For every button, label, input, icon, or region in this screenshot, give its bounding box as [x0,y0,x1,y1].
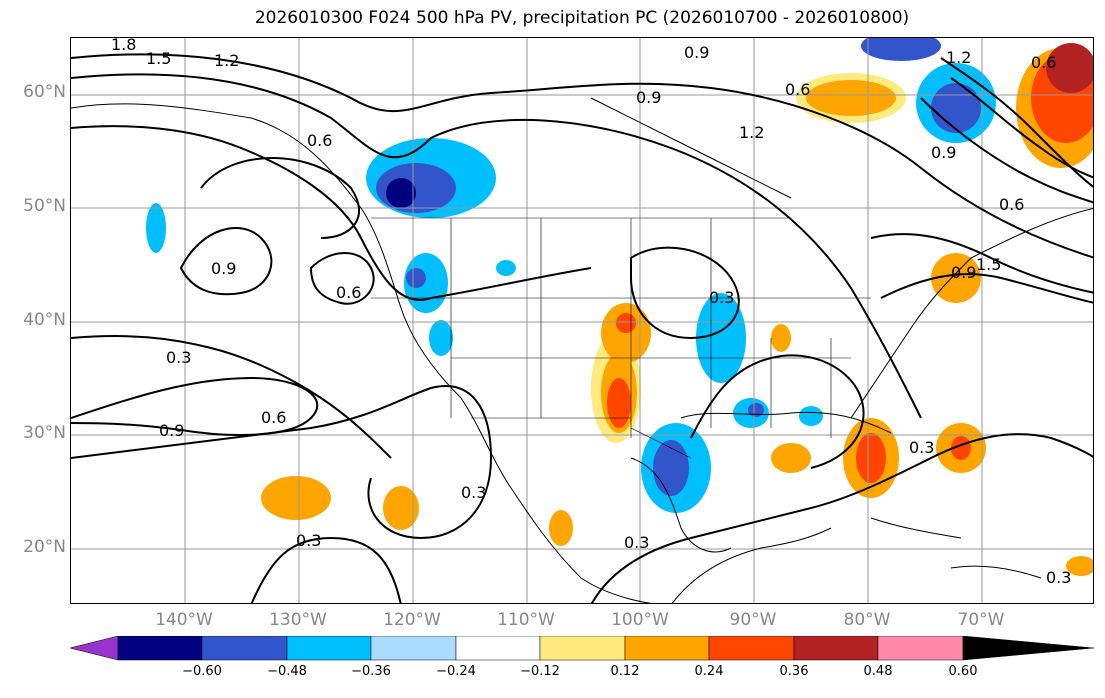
map-title: 2026010300 F024 500 hPa PV, precipitatio… [254,8,910,28]
colorbar-cell [117,636,203,661]
colorbar-tick: −0.12 [520,664,560,679]
precip-negative [146,38,996,513]
map-frame: 1.8 1.5 1.2 0.6 0.9 0.6 0.3 0.9 0.6 0.3 … [70,37,1094,604]
graticule [71,38,1093,603]
contour-label: 1.5 [976,255,1001,274]
contour-label: 0.9 [684,43,709,62]
contour-label: 0.9 [211,259,236,278]
contour-label: 0.9 [951,263,976,282]
contour-label: 0.6 [999,195,1024,214]
colorbar-cell [877,636,964,661]
lat-label-40n: 40°N [23,310,66,330]
contour-label-group: 1.8 1.5 1.2 0.6 0.9 0.6 0.3 0.9 0.6 0.3 … [111,38,1071,587]
lon-label-90w: 90°W [729,610,777,630]
lat-label-30n: 30°N [23,423,66,443]
contour-label: 1.2 [739,123,764,142]
contour-label: 1.2 [946,48,971,67]
contour-label: 0.6 [261,408,286,427]
precip-positive [261,43,1093,576]
colorbar-cell-max-extend [962,636,1095,661]
colorbar-tick: −0.48 [267,664,307,679]
colorbar-tick: −0.24 [436,664,476,679]
colorbar-cell-min-extend [69,636,119,661]
colorbar-cell [286,636,372,661]
map-canvas: 1.8 1.5 1.2 0.6 0.9 0.6 0.3 0.9 0.6 0.3 … [71,38,1093,603]
colorbar-cell [539,636,626,661]
political-borders [371,217,871,459]
contour-label: 0.6 [1031,53,1056,72]
colorbar-tick: −0.36 [351,664,391,679]
contour-label: 1.5 [146,49,171,68]
lon-label-130w: 130°W [269,610,327,630]
lon-label-120w: 120°W [383,610,441,630]
contour-label: 1.8 [111,38,136,54]
contour-label: 0.6 [785,80,810,99]
colorbar-cell [624,636,710,661]
contour-label: 0.3 [1046,568,1071,587]
colorbar-tick: 0.12 [610,664,640,679]
contour-label: 0.9 [931,143,956,162]
contour-label: 0.3 [461,483,486,502]
contour-label: 0.3 [624,533,649,552]
colorbar-cell [708,636,795,661]
colorbar [69,636,1095,661]
coastlines [71,97,1093,603]
colorbar-cell [201,636,288,661]
contour-label: 0.9 [159,421,184,440]
contour-label: 0.6 [307,131,332,150]
contour-label: 0.9 [636,88,661,107]
contour-label: 0.3 [709,288,734,307]
colorbar-tick: −0.60 [182,664,222,679]
lon-label-110w: 110°W [497,610,555,630]
lat-label-50n: 50°N [23,196,66,216]
lon-label-80w: 80°W [843,610,891,630]
pv-contours [71,53,1093,603]
lat-label-60n: 60°N [23,82,66,102]
lat-label-20n: 20°N [23,537,66,557]
colorbar-tick: 0.48 [863,664,893,679]
contour-label: 0.3 [166,348,191,367]
lon-label-140w: 140°W [155,610,213,630]
colorbar-cell [370,636,457,661]
lon-label-70w: 70°W [957,610,1005,630]
contour-label: 1.2 [214,51,239,70]
contour-label: 0.3 [296,531,321,550]
colorbar-tick: 0.60 [948,664,978,679]
contour-label: 0.3 [909,438,934,457]
contour-label: 0.6 [336,283,361,302]
colorbar-cell [455,636,541,661]
colorbar-tick: 0.36 [779,664,809,679]
colorbar-cell [793,636,879,661]
lon-label-100w: 100°W [611,610,669,630]
colorbar-tick: 0.24 [694,664,724,679]
